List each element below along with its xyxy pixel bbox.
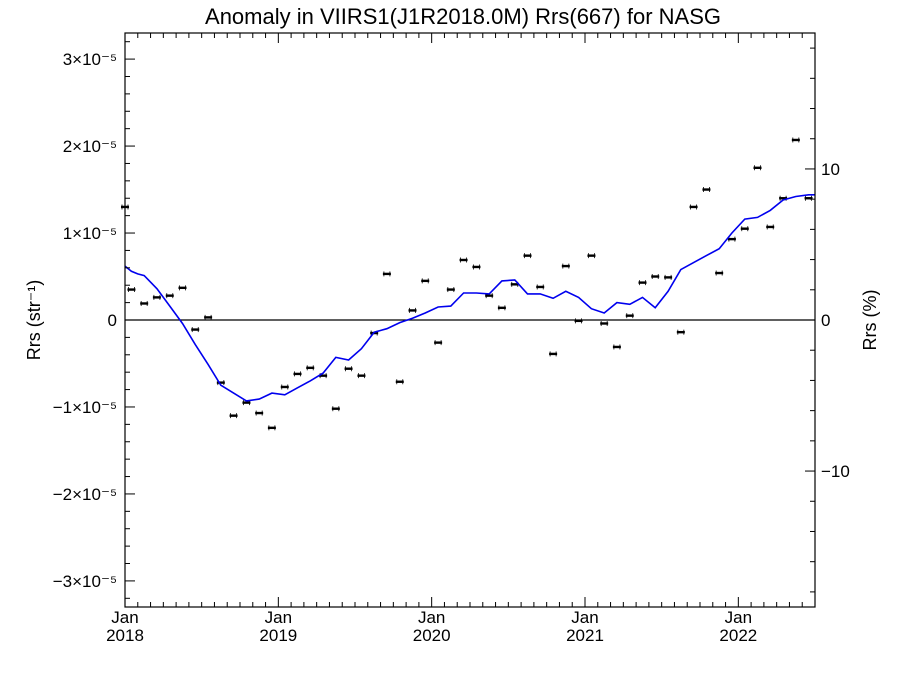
data-point (459, 257, 468, 263)
x-tick-month: Jan (111, 608, 138, 627)
data-point (753, 165, 762, 171)
data-point (331, 406, 340, 412)
data-point (357, 373, 366, 379)
data-point (140, 300, 149, 306)
data-point (395, 379, 404, 385)
data-point (255, 410, 264, 416)
data-point (229, 413, 238, 419)
data-point (472, 264, 481, 270)
x-tick-year: 2018 (106, 626, 144, 645)
data-point (625, 313, 634, 319)
x-tick-month: Jan (265, 608, 292, 627)
y-right-tick-label: 0 (821, 311, 830, 330)
data-point (587, 253, 596, 259)
data-point (127, 287, 136, 293)
y-tick-label: −1×10⁻⁵ (53, 398, 117, 417)
data-point (408, 307, 417, 313)
data-point (804, 195, 813, 201)
y-axis-label-left: Rrs (str⁻¹) (24, 280, 44, 360)
y-right-tick-label: 10 (821, 160, 840, 179)
data-point (664, 274, 673, 280)
y-tick-label: 1×10⁻⁵ (63, 224, 117, 243)
x-tick-month: Jan (571, 608, 598, 627)
data-point (178, 285, 187, 291)
data-point (740, 226, 749, 232)
data-point (766, 224, 775, 230)
x-tick-year: 2019 (259, 626, 297, 645)
data-point (165, 293, 174, 299)
series-line (124, 194, 815, 402)
data-point (191, 327, 200, 333)
y-axis-label-right: Rrs (%) (860, 290, 880, 351)
data-point (561, 263, 570, 269)
x-tick-year: 2022 (719, 626, 757, 645)
data-point (434, 340, 443, 346)
y-tick-label: −2×10⁻⁵ (53, 485, 117, 504)
data-point (293, 371, 302, 377)
x-tick-year: 2021 (566, 626, 604, 645)
data-point (152, 294, 161, 300)
y-tick-label: −3×10⁻⁵ (53, 572, 117, 591)
data-point (638, 280, 647, 286)
data-point (715, 270, 724, 276)
y-tick-label: 0 (108, 311, 117, 330)
data-point (574, 318, 583, 324)
data-point (536, 284, 545, 290)
axes: 3×10⁻⁵ 2×10⁻⁵ 1×10⁻⁵ 0 −1×10⁻⁵ −2×10⁻⁵ −3×10⁻⁵… (53, 33, 850, 645)
data-point (446, 287, 455, 293)
data-point (702, 187, 711, 193)
data-point (204, 314, 213, 320)
data-point (280, 384, 289, 390)
data-point (600, 320, 609, 326)
data-point (676, 329, 685, 335)
x-tick-year: 2020 (413, 626, 451, 645)
data-point (421, 278, 430, 284)
data-point (523, 253, 532, 259)
y-tick-label: 2×10⁻⁵ (63, 137, 117, 156)
data-point (306, 365, 315, 371)
chart-title: Anomaly in VIIRS1(J1R2018.0M) Rrs(667) f… (205, 4, 721, 29)
x-tick-month: Jan (418, 608, 445, 627)
data-point (612, 344, 621, 350)
data-point (689, 204, 698, 210)
x-tick-month: Jan (725, 608, 752, 627)
data-point (791, 137, 800, 143)
data-point (549, 351, 558, 357)
data-point (651, 274, 660, 280)
y-tick-label: 3×10⁻⁵ (63, 50, 117, 69)
y-right-tick-label: −10 (821, 462, 850, 481)
data-point (382, 271, 391, 277)
data-point (344, 366, 353, 372)
data-point (497, 305, 506, 311)
data-point (267, 425, 276, 431)
plot-area (121, 137, 815, 431)
